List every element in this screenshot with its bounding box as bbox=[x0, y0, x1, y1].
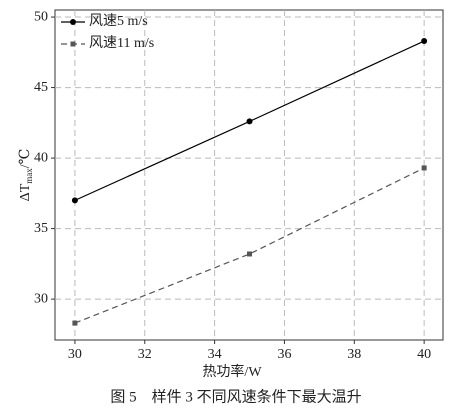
legend-label: 风速5 m/s bbox=[89, 13, 148, 29]
x-tick-label: 36 bbox=[277, 347, 291, 362]
y-label-sub: max bbox=[24, 168, 34, 184]
legend-label: 风速11 m/s bbox=[89, 35, 154, 51]
plot-area bbox=[54, 9, 444, 341]
point bbox=[421, 38, 428, 45]
caption: 图 5 样件 3 不同风速条件下最大温升 bbox=[110, 388, 361, 405]
legend-marker bbox=[70, 41, 76, 47]
x-tick-label: 40 bbox=[417, 347, 431, 362]
point bbox=[71, 197, 78, 204]
x-tick-label: 38 bbox=[347, 347, 361, 362]
legend-marker bbox=[70, 19, 76, 25]
x-tick-label: 32 bbox=[138, 347, 152, 362]
point bbox=[246, 118, 253, 125]
x-tick-label: 30 bbox=[68, 347, 82, 362]
point bbox=[247, 251, 253, 257]
y-axis-label: ΔTmax/℃ bbox=[18, 149, 34, 202]
x-axis-label: 热功率/W bbox=[202, 363, 262, 380]
y-label-main: ΔT bbox=[18, 183, 33, 201]
y-tick-label: 50 bbox=[34, 9, 48, 24]
y-tick-label: 30 bbox=[34, 291, 48, 306]
y-label-unit: /℃ bbox=[18, 149, 33, 169]
y-tick-label: 45 bbox=[34, 80, 48, 95]
point bbox=[421, 165, 427, 171]
point bbox=[72, 320, 78, 326]
y-tick-label: 40 bbox=[34, 150, 48, 165]
series-line bbox=[74, 167, 425, 324]
x-tick-label: 34 bbox=[208, 347, 222, 362]
y-tick-label: 35 bbox=[34, 221, 48, 236]
